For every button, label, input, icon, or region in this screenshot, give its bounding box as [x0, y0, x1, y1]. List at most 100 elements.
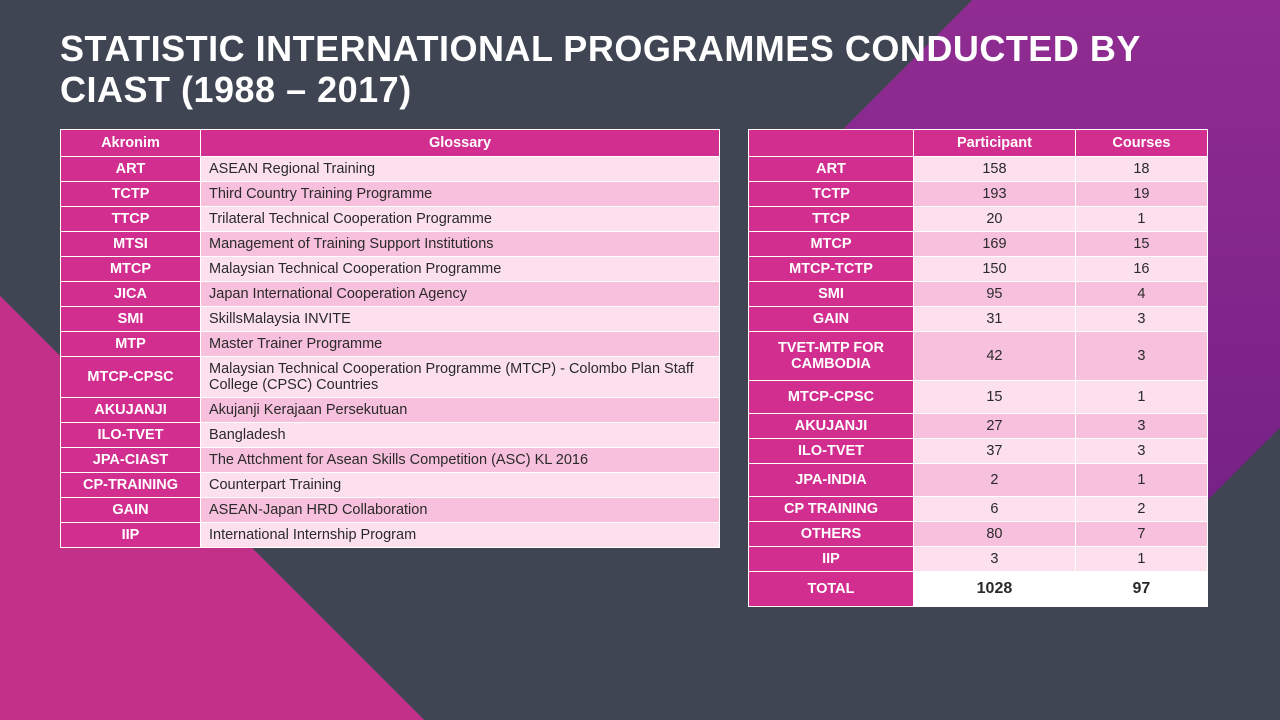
stats-row: ILO-TVET373 — [749, 438, 1208, 463]
glossary-akronim-cell: MTP — [61, 331, 201, 356]
stats-participant-cell: 37 — [914, 438, 1076, 463]
stats-courses-cell: 15 — [1075, 231, 1207, 256]
stats-courses-cell: 16 — [1075, 256, 1207, 281]
stats-row: JPA-INDIA21 — [749, 463, 1208, 496]
glossary-akronim-cell: GAIN — [61, 497, 201, 522]
stats-courses-cell: 3 — [1075, 438, 1207, 463]
stats-label-cell: MTCP-CPSC — [749, 380, 914, 413]
glossary-akronim-cell: MTCP-CPSC — [61, 356, 201, 397]
glossary-text-cell: Malaysian Technical Cooperation Programm… — [201, 256, 720, 281]
stats-participant-cell: 3 — [914, 546, 1076, 571]
stats-row: MTCP-TCTP15016 — [749, 256, 1208, 281]
stats-participant-cell: 150 — [914, 256, 1076, 281]
stats-participant-cell: 2 — [914, 463, 1076, 496]
glossary-akronim-cell: JICA — [61, 281, 201, 306]
stats-courses-cell: 3 — [1075, 306, 1207, 331]
stats-row: IIP31 — [749, 546, 1208, 571]
stats-participant-cell: 15 — [914, 380, 1076, 413]
glossary-row: TTCPTrilateral Technical Cooperation Pro… — [61, 206, 720, 231]
stats-courses-cell: 1 — [1075, 546, 1207, 571]
glossary-text-cell: International Internship Program — [201, 522, 720, 547]
glossary-text-cell: Third Country Training Programme — [201, 181, 720, 206]
glossary-akronim-cell: CP-TRAINING — [61, 472, 201, 497]
stats-label-cell: MTCP-TCTP — [749, 256, 914, 281]
glossary-text-cell: Bangladesh — [201, 422, 720, 447]
stats-header-courses: Courses — [1075, 129, 1207, 156]
glossary-akronim-cell: MTSI — [61, 231, 201, 256]
stats-label-cell: CP TRAINING — [749, 496, 914, 521]
stats-total-participant: 1028 — [914, 571, 1076, 606]
stats-participant-cell: 158 — [914, 156, 1076, 181]
stats-participant-cell: 80 — [914, 521, 1076, 546]
stats-row: TVET-MTP FOR CAMBODIA423 — [749, 331, 1208, 380]
stats-courses-cell: 1 — [1075, 380, 1207, 413]
stats-row: MTCP-CPSC151 — [749, 380, 1208, 413]
stats-participant-cell: 20 — [914, 206, 1076, 231]
glossary-text-cell: Master Trainer Programme — [201, 331, 720, 356]
stats-participant-cell: 27 — [914, 413, 1076, 438]
stats-participant-cell: 169 — [914, 231, 1076, 256]
stats-row: TCTP19319 — [749, 181, 1208, 206]
glossary-row: GAIN ASEAN-Japan HRD Collaboration — [61, 497, 720, 522]
stats-total-label: TOTAL — [749, 571, 914, 606]
glossary-text-cell: ASEAN-Japan HRD Collaboration — [201, 497, 720, 522]
stats-courses-cell: 4 — [1075, 281, 1207, 306]
stats-courses-cell: 2 — [1075, 496, 1207, 521]
glossary-row: IIPInternational Internship Program — [61, 522, 720, 547]
glossary-text-cell: Counterpart Training — [201, 472, 720, 497]
glossary-row: MTSIManagement of Training Support Insti… — [61, 231, 720, 256]
glossary-row: SMISkillsMalaysia INVITE — [61, 306, 720, 331]
stats-row: TTCP201 — [749, 206, 1208, 231]
glossary-akronim-cell: ILO-TVET — [61, 422, 201, 447]
stats-label-cell: AKUJANJI — [749, 413, 914, 438]
stats-participant-cell: 31 — [914, 306, 1076, 331]
glossary-text-cell: Trilateral Technical Cooperation Program… — [201, 206, 720, 231]
stats-label-cell: OTHERS — [749, 521, 914, 546]
tables-row: Akronim Glossary ARTASEAN Regional Train… — [60, 129, 1220, 607]
stats-total-row: TOTAL102897 — [749, 571, 1208, 606]
stats-label-cell: ART — [749, 156, 914, 181]
stats-label-cell: TVET-MTP FOR CAMBODIA — [749, 331, 914, 380]
stats-label-cell: TCTP — [749, 181, 914, 206]
stats-label-cell: SMI — [749, 281, 914, 306]
glossary-text-cell: SkillsMalaysia INVITE — [201, 306, 720, 331]
glossary-text-cell: The Attchment for Asean Skills Competiti… — [201, 447, 720, 472]
stats-row: SMI954 — [749, 281, 1208, 306]
glossary-text-cell: Akujanji Kerajaan Persekutuan — [201, 397, 720, 422]
glossary-row: ARTASEAN Regional Training — [61, 156, 720, 181]
glossary-row: CP-TRAININGCounterpart Training — [61, 472, 720, 497]
stats-table: Participant Courses ART15818TCTP19319TTC… — [748, 129, 1208, 607]
glossary-akronim-cell: TTCP — [61, 206, 201, 231]
stats-label-cell: ILO-TVET — [749, 438, 914, 463]
glossary-text-cell: Japan International Cooperation Agency — [201, 281, 720, 306]
stats-row: GAIN313 — [749, 306, 1208, 331]
stats-label-cell: IIP — [749, 546, 914, 571]
glossary-row: MTCP-CPSCMalaysian Technical Cooperation… — [61, 356, 720, 397]
stats-courses-cell: 7 — [1075, 521, 1207, 546]
stats-courses-cell: 19 — [1075, 181, 1207, 206]
stats-label-cell: MTCP — [749, 231, 914, 256]
glossary-row: MTPMaster Trainer Programme — [61, 331, 720, 356]
slide: STATISTIC INTERNATIONAL PROGRAMMES CONDU… — [0, 0, 1280, 720]
stats-courses-cell: 3 — [1075, 413, 1207, 438]
stats-body: ART15818TCTP19319TTCP201MTCP16915MTCP-TC… — [749, 156, 1208, 606]
stats-participant-cell: 42 — [914, 331, 1076, 380]
glossary-akronim-cell: AKUJANJI — [61, 397, 201, 422]
glossary-table: Akronim Glossary ARTASEAN Regional Train… — [60, 129, 720, 548]
stats-label-cell: TTCP — [749, 206, 914, 231]
stats-participant-cell: 95 — [914, 281, 1076, 306]
glossary-akronim-cell: SMI — [61, 306, 201, 331]
stats-label-cell: JPA-INDIA — [749, 463, 914, 496]
glossary-row: MTCP Malaysian Technical Cooperation Pro… — [61, 256, 720, 281]
stats-row: OTHERS807 — [749, 521, 1208, 546]
glossary-row: AKUJANJIAkujanji Kerajaan Persekutuan — [61, 397, 720, 422]
glossary-row: JPA-CIASTThe Attchment for Asean Skills … — [61, 447, 720, 472]
stats-row: ART15818 — [749, 156, 1208, 181]
stats-row: MTCP16915 — [749, 231, 1208, 256]
glossary-akronim-cell: MTCP — [61, 256, 201, 281]
stats-row: CP TRAINING62 — [749, 496, 1208, 521]
stats-courses-cell: 18 — [1075, 156, 1207, 181]
stats-header-blank — [749, 129, 914, 156]
glossary-text-cell: Management of Training Support Instituti… — [201, 231, 720, 256]
glossary-akronim-cell: IIP — [61, 522, 201, 547]
